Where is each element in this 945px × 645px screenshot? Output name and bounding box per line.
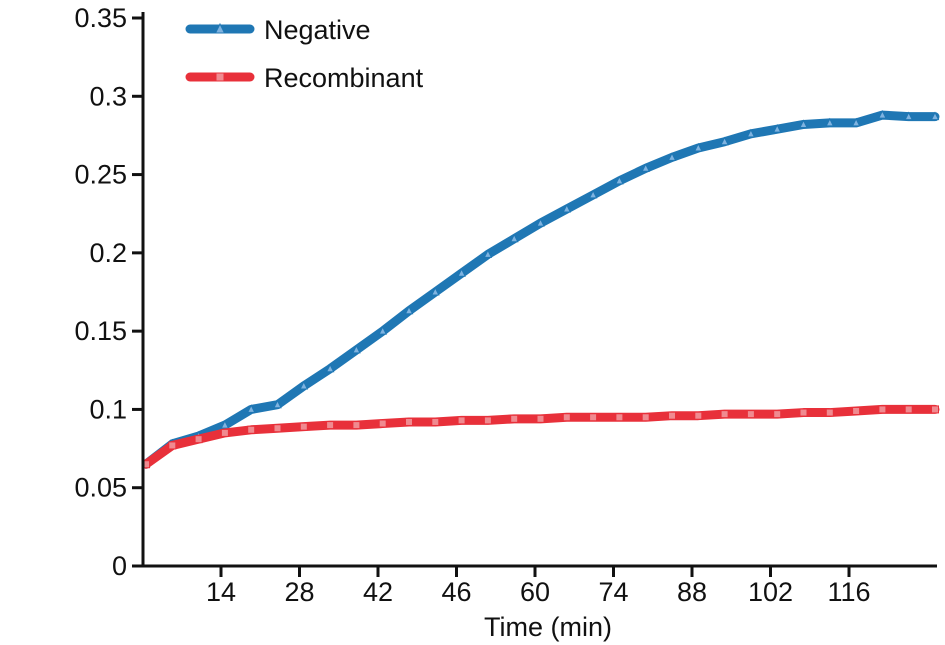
data-point	[247, 425, 256, 434]
data-point	[825, 117, 835, 127]
data-point	[668, 411, 676, 420]
legend: Negative Recombinant	[185, 15, 424, 93]
data-point	[615, 175, 624, 185]
data-point	[509, 233, 519, 243]
data-point	[852, 406, 861, 415]
y-tick-label: 0.15	[74, 316, 127, 346]
data-point	[694, 411, 703, 420]
data-point	[536, 414, 545, 423]
data-point	[404, 305, 414, 315]
x-axis-title: Time (min)	[484, 612, 612, 642]
data-point	[378, 419, 387, 428]
legend-label: Negative	[264, 15, 371, 45]
data-point	[325, 363, 335, 373]
data-point	[773, 410, 782, 419]
y-tick-label: 0.1	[89, 394, 127, 424]
data-point	[878, 109, 887, 119]
data-point	[667, 152, 677, 161]
data-point	[536, 217, 545, 227]
data-point	[904, 405, 913, 414]
y-axis-ticks: 0 0.05 0.1 0.15 0.2 0.25 0.3 0.35	[74, 3, 143, 581]
x-tick-label: 28	[284, 577, 314, 607]
data-point	[483, 416, 492, 425]
legend-item-negative: Negative	[185, 15, 371, 45]
x-tick-label: 60	[520, 577, 550, 607]
data-point	[851, 117, 861, 127]
data-point	[246, 404, 256, 413]
data-point	[720, 410, 729, 419]
data-point	[588, 189, 598, 199]
legend-label: Recombinant	[264, 63, 424, 93]
x-tick-label: 74	[598, 577, 628, 607]
x-axis-ticks: 14 28 42 46 60 74 88 102 116	[206, 566, 871, 607]
data-point	[405, 417, 413, 426]
y-tick-label: 0.25	[74, 160, 127, 190]
x-tick-label: 88	[677, 577, 707, 607]
data-point	[746, 410, 755, 419]
data-point	[457, 268, 466, 277]
data-point	[220, 419, 230, 429]
data-point	[352, 421, 361, 430]
data-point	[326, 421, 335, 430]
data-point	[931, 405, 939, 414]
data-point	[431, 417, 440, 426]
data-point	[510, 414, 519, 423]
y-tick-label: 0.05	[74, 473, 127, 503]
y-tick-label: 0.2	[89, 238, 127, 268]
data-point	[194, 435, 203, 444]
x-tick-label: 42	[363, 577, 393, 607]
data-point	[720, 136, 729, 146]
data-point	[799, 408, 808, 417]
legend-marker	[215, 72, 225, 82]
data-point	[693, 142, 703, 152]
legend-item-recombinant: Recombinant	[185, 63, 424, 93]
data-point	[641, 163, 651, 172]
data-point	[299, 422, 308, 431]
data-point	[562, 203, 572, 213]
x-tick-label: 14	[206, 577, 236, 607]
data-point	[299, 380, 309, 390]
data-point	[273, 424, 282, 433]
data-point	[878, 405, 887, 414]
x-tick-label: 46	[441, 577, 471, 607]
data-point	[589, 413, 598, 422]
legend-marker	[214, 22, 226, 34]
data-point	[168, 441, 177, 450]
data-point	[220, 428, 229, 437]
data-point	[641, 413, 650, 422]
x-tick-label: 102	[748, 577, 793, 607]
data-point	[930, 111, 940, 121]
data-point	[457, 416, 466, 425]
data-point	[378, 326, 388, 335]
data-point	[430, 286, 440, 296]
y-tick-label: 0.3	[89, 81, 127, 111]
data-point	[562, 413, 571, 422]
data-point	[273, 399, 282, 409]
data-point	[746, 128, 756, 138]
y-tick-label: 0	[112, 551, 127, 581]
data-point	[615, 413, 624, 422]
data-point	[825, 408, 834, 417]
data-point	[483, 249, 493, 258]
data-point	[904, 111, 914, 121]
series-layer	[141, 109, 940, 469]
data-point	[352, 344, 361, 354]
series-recombinant	[141, 404, 940, 469]
data-point	[772, 124, 782, 133]
x-tick-label: 116	[827, 577, 870, 607]
y-tick-label: 0.35	[74, 3, 127, 33]
data-point	[799, 119, 808, 128]
